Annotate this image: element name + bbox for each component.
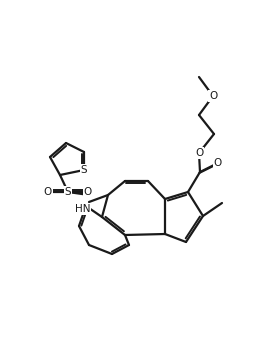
Text: O: O bbox=[84, 187, 92, 197]
Text: S: S bbox=[65, 187, 71, 197]
Text: O: O bbox=[209, 91, 217, 101]
Text: S: S bbox=[81, 165, 87, 175]
Text: O: O bbox=[214, 158, 222, 168]
Text: HN: HN bbox=[75, 204, 91, 214]
Text: O: O bbox=[195, 148, 203, 158]
Text: O: O bbox=[44, 187, 52, 197]
